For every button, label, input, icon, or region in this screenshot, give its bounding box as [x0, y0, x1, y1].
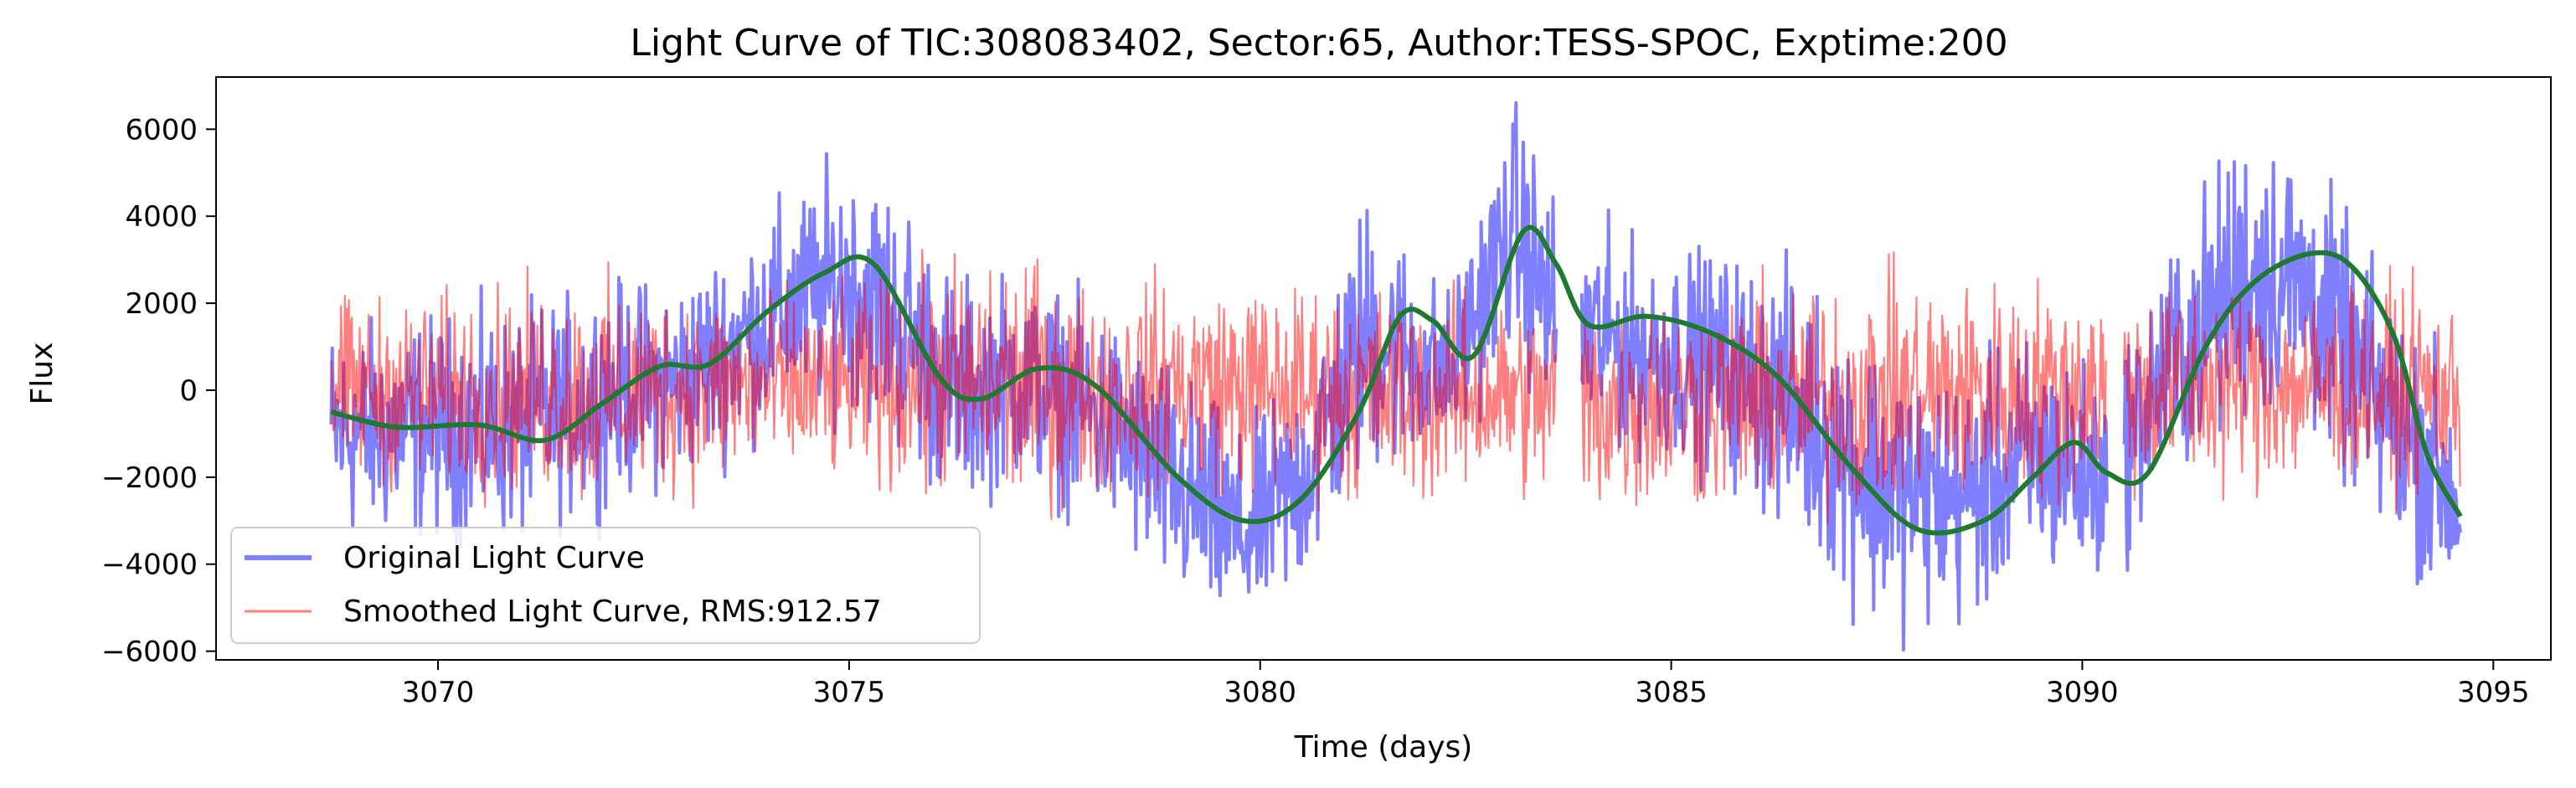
- chart-title: Light Curve of TIC:308083402, Sector:65,…: [630, 22, 2007, 64]
- x-tick-label: 3090: [2046, 676, 2119, 709]
- y-tick-label: −4000: [101, 549, 198, 582]
- x-tick-label: 3080: [1224, 676, 1296, 709]
- x-tick-label: 3070: [402, 676, 475, 709]
- legend-label-smoothed: Smoothed Light Curve, RMS:912.57: [343, 595, 882, 629]
- legend-label-original: Original Light Curve: [343, 541, 645, 575]
- y-tick-label: −2000: [101, 461, 198, 495]
- x-tick-label: 3095: [2457, 676, 2530, 709]
- y-tick-label: 4000: [125, 200, 198, 234]
- x-tick-label: 3075: [813, 676, 886, 709]
- y-tick-label: −6000: [101, 636, 198, 669]
- y-tick-label: 6000: [125, 113, 198, 147]
- y-tick-label: 2000: [125, 287, 198, 321]
- y-tick-label: 0: [179, 374, 198, 408]
- legend-box: [230, 527, 981, 644]
- legend: Original Light Curve Smoothed Light Curv…: [230, 527, 981, 644]
- plot-frame: [215, 76, 2552, 661]
- x-axis-label: Time (days): [1294, 730, 1473, 765]
- x-tick-label: 3085: [1635, 676, 1708, 709]
- series-trend-line: [330, 224, 2463, 536]
- y-axis-label: Flux: [25, 342, 59, 405]
